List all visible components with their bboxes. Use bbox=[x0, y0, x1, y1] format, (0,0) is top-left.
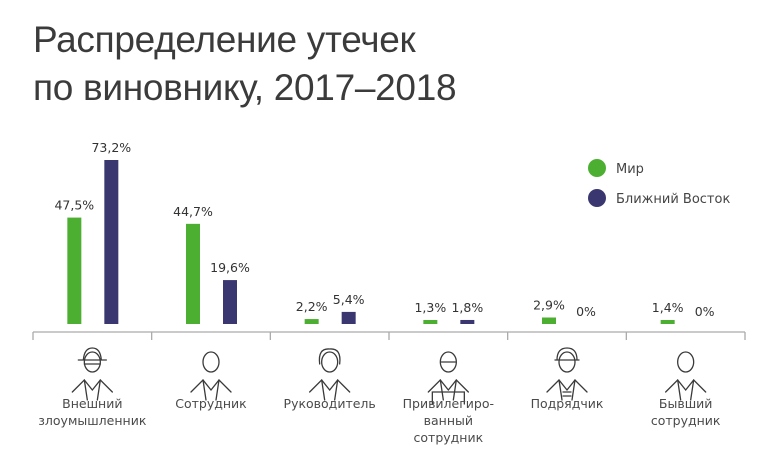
chart-title-line-1: Распределение утечек bbox=[33, 19, 416, 60]
hat bbox=[77, 347, 107, 361]
data-label: 2,9% bbox=[533, 298, 565, 313]
data-label: 1,4% bbox=[652, 300, 684, 315]
legend-swatch-middle-east bbox=[588, 189, 606, 207]
shoulders bbox=[546, 379, 588, 393]
category-label: Руководитель bbox=[284, 396, 376, 411]
bar-middle-east bbox=[341, 311, 356, 324]
data-label: 47,5% bbox=[54, 198, 94, 213]
data-label: 0% bbox=[695, 304, 715, 319]
torso bbox=[321, 379, 339, 401]
vest bbox=[562, 391, 572, 397]
category-label: Внешний bbox=[62, 396, 122, 411]
category-label: ванный bbox=[424, 413, 473, 428]
data-label: 1,8% bbox=[451, 300, 483, 315]
bar-world bbox=[660, 320, 675, 324]
employee-icon bbox=[190, 351, 232, 401]
hair bbox=[318, 348, 341, 365]
data-label: 44,7% bbox=[173, 204, 213, 219]
head bbox=[558, 351, 576, 373]
legend-swatch-world bbox=[588, 159, 606, 177]
bar-middle-east bbox=[223, 280, 237, 324]
legend-label: Ближний Восток bbox=[616, 192, 730, 207]
torso bbox=[558, 379, 576, 401]
legend-label: Мир bbox=[616, 162, 644, 177]
category-label: Сотрудник bbox=[175, 396, 247, 411]
manager-icon bbox=[309, 348, 351, 401]
bar-world bbox=[542, 317, 556, 324]
category-label: злоумышленник bbox=[38, 413, 147, 428]
bar-middle-east bbox=[460, 319, 475, 324]
torso bbox=[83, 379, 101, 401]
chart-title: Распределение утечек по виновнику, 2017–… bbox=[33, 16, 457, 112]
shoulders bbox=[71, 379, 113, 393]
laptop bbox=[431, 391, 465, 405]
torso bbox=[677, 379, 695, 401]
bar-middle-east bbox=[104, 160, 119, 324]
shoulders bbox=[427, 379, 469, 393]
category-label: Привилегиро- bbox=[403, 396, 494, 411]
category-label: Подрядчик bbox=[531, 396, 604, 411]
data-label: 2,2% bbox=[296, 299, 328, 314]
head bbox=[439, 351, 457, 373]
helmet bbox=[554, 347, 580, 361]
chart-title-line-2: по виновнику, 2017–2018 bbox=[33, 67, 457, 108]
privileged-employee-icon bbox=[427, 351, 469, 405]
contractor-icon bbox=[546, 347, 588, 401]
data-label: 19,6% bbox=[210, 260, 250, 275]
category-label: сотрудник bbox=[651, 413, 721, 428]
data-label: 5,4% bbox=[333, 292, 365, 307]
data-label: 0% bbox=[576, 304, 596, 319]
bar-world bbox=[423, 320, 438, 324]
category-label: Бывший bbox=[659, 396, 713, 411]
category-label: сотрудник bbox=[414, 430, 484, 445]
torso bbox=[202, 379, 220, 401]
head bbox=[677, 351, 695, 373]
bar-world bbox=[186, 223, 200, 324]
shoulders bbox=[190, 379, 232, 393]
head bbox=[202, 351, 220, 373]
data-label: 73,2% bbox=[91, 140, 131, 155]
head bbox=[83, 351, 101, 373]
shoulders bbox=[665, 379, 707, 393]
former-employee-icon bbox=[665, 351, 707, 401]
bar-world bbox=[304, 319, 319, 324]
data-label: 1,3% bbox=[414, 300, 446, 315]
bar-world bbox=[67, 217, 82, 324]
shoulders bbox=[309, 379, 351, 393]
hacker-icon bbox=[71, 347, 113, 401]
torso bbox=[439, 379, 457, 401]
head bbox=[321, 351, 339, 373]
